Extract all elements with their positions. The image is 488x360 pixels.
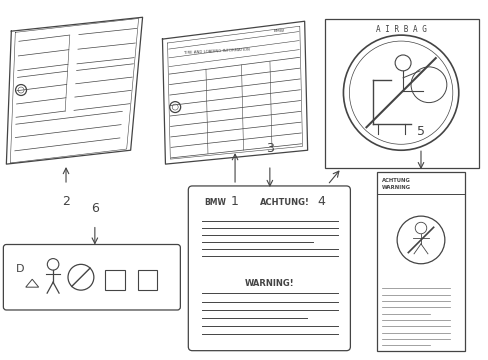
Text: 5: 5 [416, 125, 424, 138]
Text: 2: 2 [62, 195, 70, 208]
Text: 6: 6 [91, 202, 99, 215]
Text: A I R B A G: A I R B A G [375, 25, 426, 34]
Text: BMW: BMW [204, 198, 225, 207]
Text: WARNING!: WARNING! [244, 279, 294, 288]
Text: 4: 4 [317, 195, 325, 208]
Text: TIRE AND LOADING INFORMATION: TIRE AND LOADING INFORMATION [183, 48, 249, 55]
Text: ACHTUNG!: ACHTUNG! [259, 198, 309, 207]
Text: ACHTUNG: ACHTUNG [382, 177, 410, 183]
Text: D: D [16, 264, 24, 274]
Text: WARNING: WARNING [382, 185, 410, 190]
Text: BMW: BMW [273, 29, 284, 33]
Text: 1: 1 [231, 195, 239, 208]
Text: 3: 3 [265, 142, 273, 155]
